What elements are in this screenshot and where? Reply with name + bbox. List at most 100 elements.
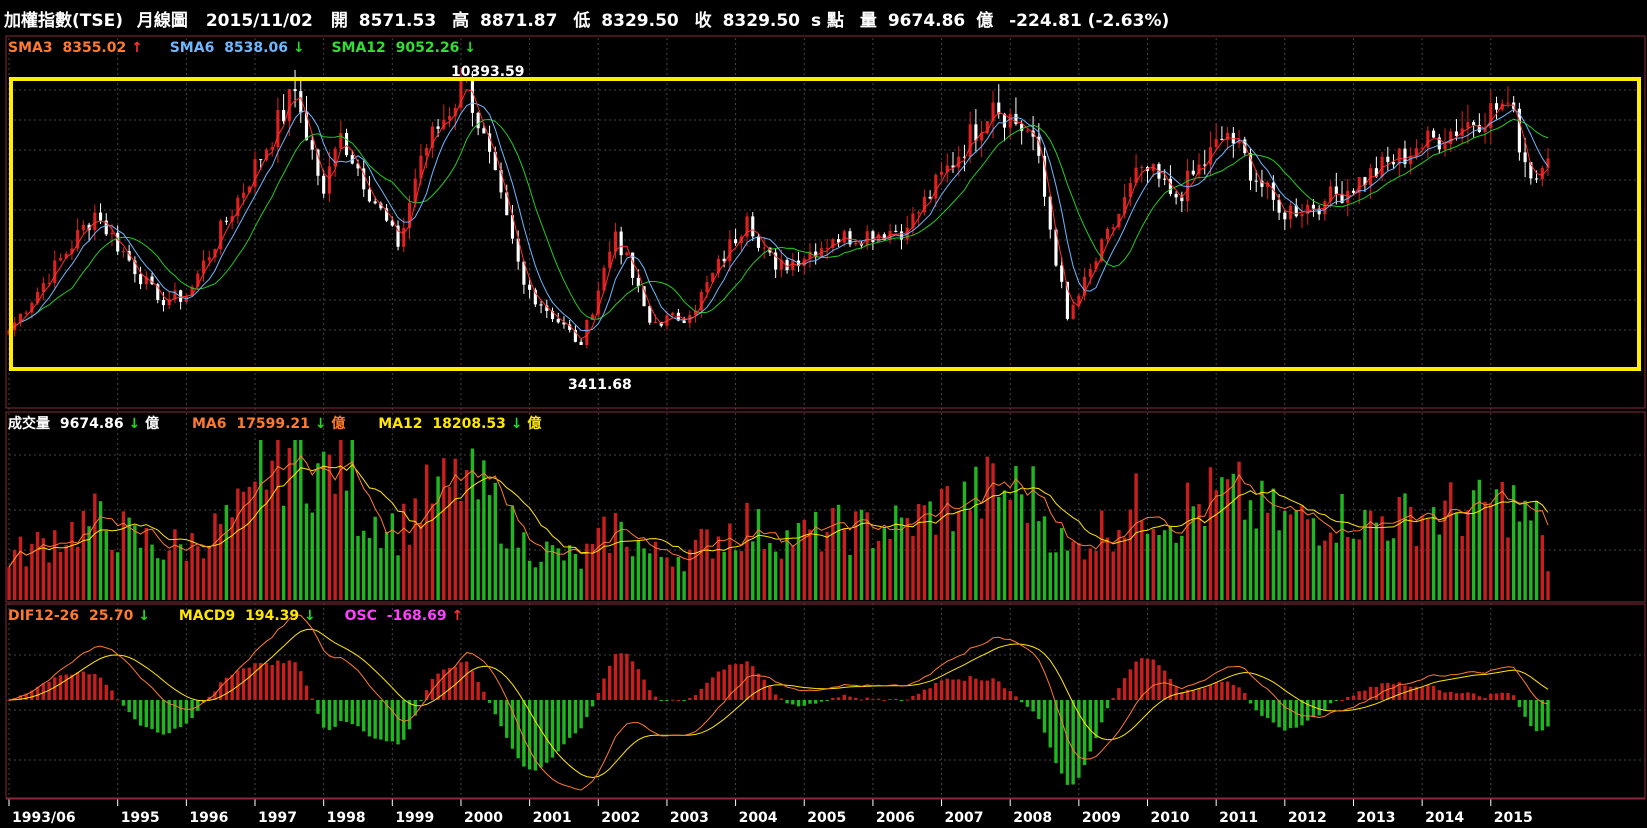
candle-body [390,220,394,226]
osc-bar [464,661,469,700]
candle-body [270,147,274,150]
osc-bar [1351,695,1356,700]
volume-bar [1311,518,1316,600]
volume-bar [18,536,23,600]
osc-bar [1094,700,1098,739]
header-date: 2015/11/02 [206,11,313,31]
header-open-label: 開 [331,11,348,31]
candle-body [579,341,583,345]
sma6-line [8,102,1549,332]
volume-bar [997,496,1001,600]
osc-bar [1443,692,1447,700]
candle-body [419,155,423,179]
volume-bar [264,489,269,600]
osc-bar [1117,688,1121,700]
candle-body [1254,180,1258,182]
candle-body [722,258,726,262]
osc-bar [1237,687,1241,700]
candle-body [1300,214,1304,217]
osc-bar [487,700,492,703]
volume-bar [968,510,972,600]
candle-body [1294,205,1298,217]
osc-bar [939,680,944,700]
volume-bar [224,505,229,600]
candle-body [882,234,886,240]
candle-body [1014,113,1018,124]
candle-body [190,286,194,297]
osc-bar [1191,689,1195,700]
osc-bar [138,700,143,726]
candle-body [596,290,600,315]
osc-bar [1283,700,1287,731]
osc-bar [201,700,206,703]
header-low-label: 低 [572,10,590,31]
x-axis: 1993/06 1995 1996 1997 1998 1999 2000 2001 2002 2… [6,798,1645,826]
osc-bar [1431,685,1436,700]
volume-bar [436,476,440,600]
candle-body [407,202,412,228]
candle-body [1208,147,1213,165]
candle-body [1311,204,1315,209]
osc-bar [1340,699,1344,701]
candle-body [1088,268,1092,277]
volume-bar [1317,545,1321,600]
osc-bar [751,666,755,700]
osc-bar [505,700,509,738]
volume-bar [619,521,623,600]
osc-value: -168.69 [387,608,447,624]
volume-bar [133,525,137,600]
candle-body [1266,182,1270,187]
candle-body [24,312,28,314]
volume-bar [785,530,789,600]
volume-bar [35,531,40,600]
osc-bar [808,700,812,704]
ma6-value: 17599.21 [236,416,310,432]
volume-bar [1540,535,1544,600]
candle-body [1363,177,1367,186]
volume-bar [802,519,806,600]
volume-bar [888,538,892,600]
osc-bar [1168,678,1173,700]
volume-bar [150,544,154,600]
osc-bar [1077,700,1081,778]
sma-lines [8,88,1549,340]
osc-bar [545,700,549,763]
header-volume: 9674.86 [888,11,965,31]
volume-bar [505,548,509,600]
osc-bar [1477,696,1482,700]
candle-body [631,252,635,278]
candle-body [116,232,120,252]
osc-bar [1408,686,1413,700]
volume-bars [7,440,1550,600]
osc-bar [144,700,149,728]
volume-bar [230,517,234,600]
x-tick-label: 2002 [601,810,640,826]
candle-body [144,276,148,285]
osc-bar [1145,658,1150,700]
volume-bar [1368,510,1373,600]
osc-bar [979,680,984,700]
osc-bar [18,695,23,700]
volume-bar [402,503,406,600]
osc-bar [1088,700,1093,752]
candle-body [653,322,658,324]
osc-bar [161,700,166,735]
candle-body [373,201,377,204]
sma3-line [8,88,1549,340]
osc-bar [367,700,372,737]
min-price-label: 3411.68 [568,377,632,393]
candle-body [951,165,955,168]
osc-bar [710,677,715,700]
candle-body [716,258,720,273]
volume-bar [1260,480,1264,600]
volume-bar [1523,500,1527,600]
candle-body [699,292,703,311]
volume-bar [1265,512,1270,600]
volume-bar [1408,506,1413,600]
osc-bar [739,664,744,700]
candle-body [453,107,457,117]
volume-bar [756,509,761,600]
candle-body [568,324,572,330]
volume-bar [1534,501,1539,600]
candle-body [1466,122,1470,129]
